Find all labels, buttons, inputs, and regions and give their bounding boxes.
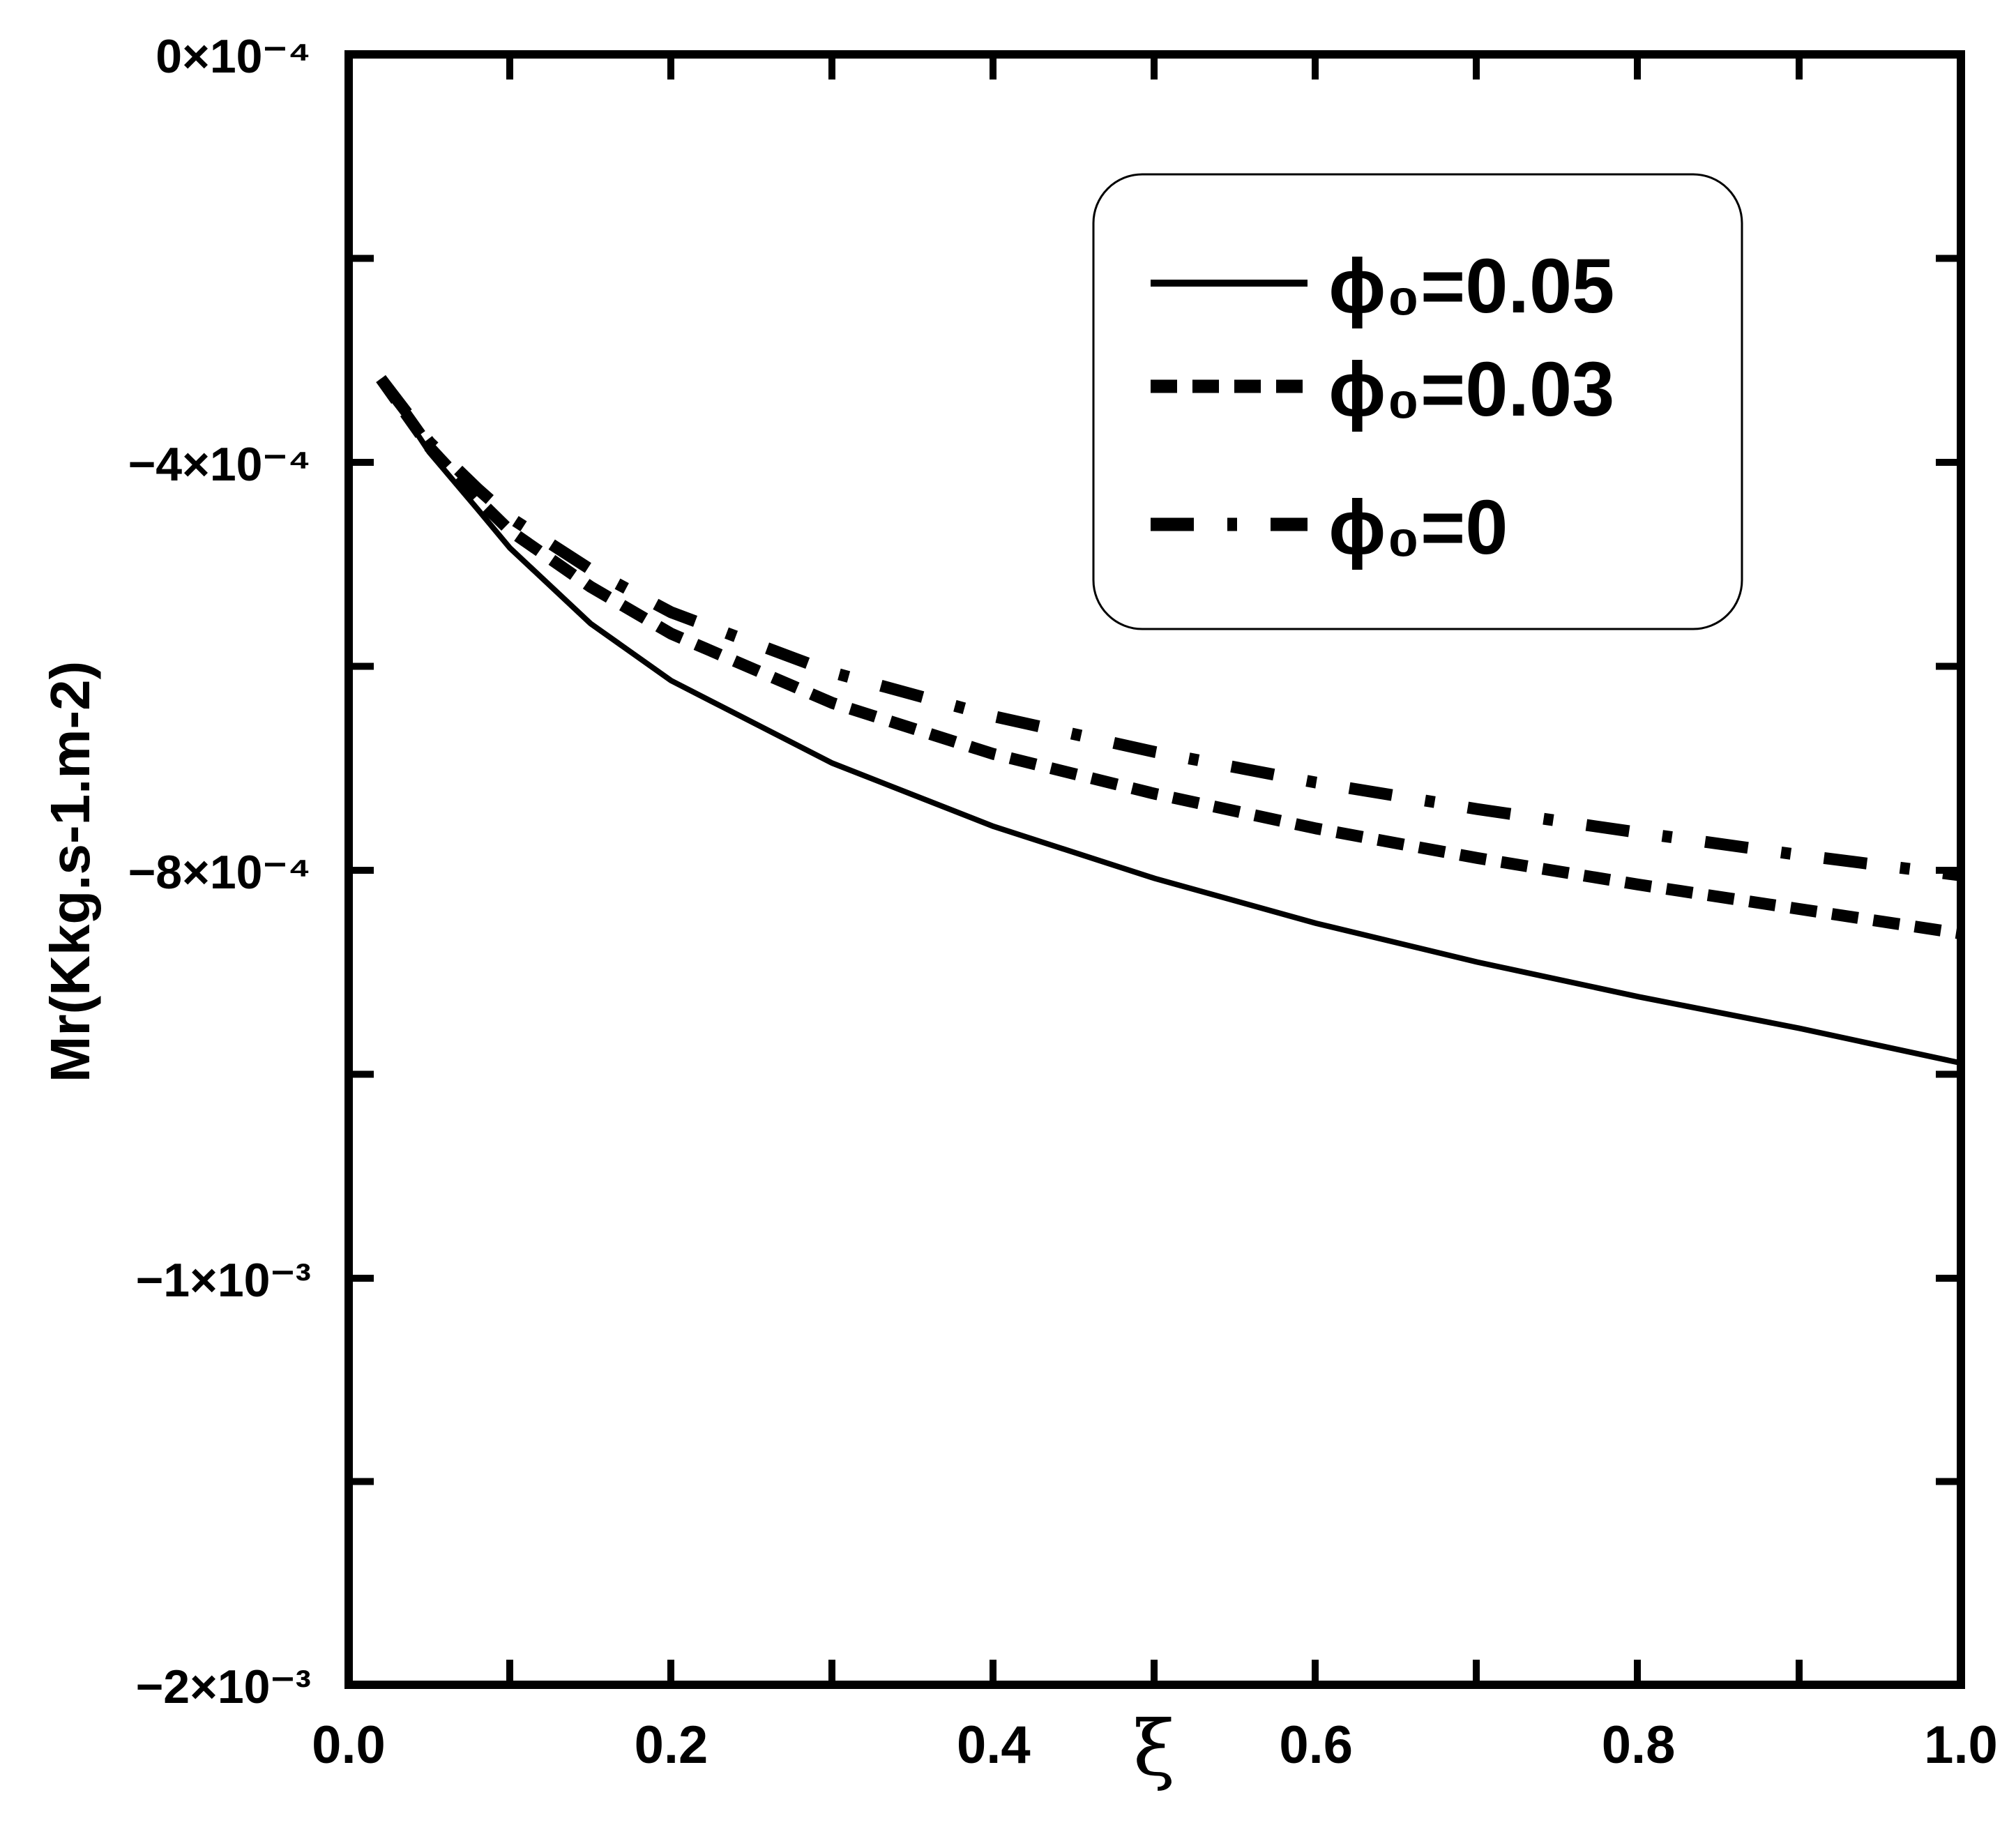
y-tick-label: −1×10⁻³ — [136, 1254, 311, 1307]
y-axis-label: Mr(Kkg.s-1.m-2) — [39, 661, 101, 1083]
x-tick-label: 0.2 — [635, 1715, 708, 1775]
x-axis-label: ξ — [1133, 1704, 1176, 1793]
x-tick-label: 0.8 — [1602, 1715, 1676, 1775]
y-tick-label: 0×10⁻⁴ — [156, 30, 311, 83]
x-tick-labels: 0.0 0.2 0.4 0.6 0.8 1.0 — [312, 1715, 1998, 1775]
series-line-1 — [378, 377, 1962, 1066]
y-tick-labels: 0×10⁻⁴ −4×10⁻⁴ −8×10⁻⁴ −1×10⁻³ −2×10⁻³ — [128, 30, 311, 1713]
series-line-2 — [376, 375, 1962, 940]
legend-items: ϕ₀=0.05 ϕ₀=0.03 ϕ₀=0 — [1151, 243, 1614, 570]
plot-frame — [344, 50, 1965, 1689]
legend: ϕ₀=0.05 ϕ₀=0.03 ϕ₀=0 — [1092, 173, 1743, 630]
y-tick-label: −4×10⁻⁴ — [128, 438, 311, 491]
series-line-3 — [376, 374, 1962, 881]
series-layer — [376, 374, 1962, 1066]
x-tick-label: 0.0 — [312, 1715, 386, 1775]
legend-label-3: ϕ₀=0 — [1328, 485, 1508, 570]
x-tick-label: 0.4 — [957, 1715, 1031, 1775]
legend-label-2: ϕ₀=0.03 — [1328, 347, 1614, 432]
y-tick-label: −8×10⁻⁴ — [128, 846, 311, 899]
y-tick-label: −2×10⁻³ — [136, 1660, 311, 1713]
legend-label-1: ϕ₀=0.05 — [1328, 243, 1614, 329]
legend-box — [1092, 173, 1743, 630]
x-tick-label: 0.6 — [1279, 1715, 1353, 1775]
x-tick-label: 1.0 — [1924, 1715, 1998, 1775]
